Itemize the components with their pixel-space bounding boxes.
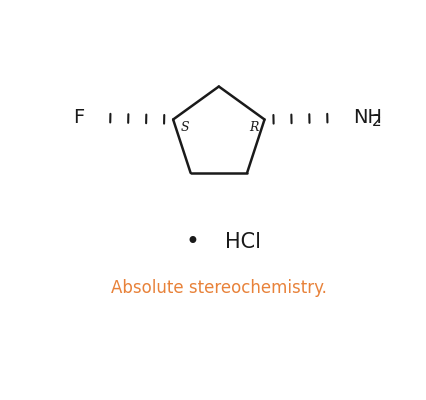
- Text: NH: NH: [352, 108, 381, 128]
- Text: •: •: [185, 230, 199, 254]
- Text: R: R: [249, 121, 258, 134]
- Text: HCl: HCl: [225, 232, 261, 252]
- Text: S: S: [180, 121, 189, 134]
- Text: F: F: [73, 108, 85, 128]
- Text: 2: 2: [371, 114, 380, 130]
- Text: Absolute stereochemistry.: Absolute stereochemistry.: [111, 279, 326, 297]
